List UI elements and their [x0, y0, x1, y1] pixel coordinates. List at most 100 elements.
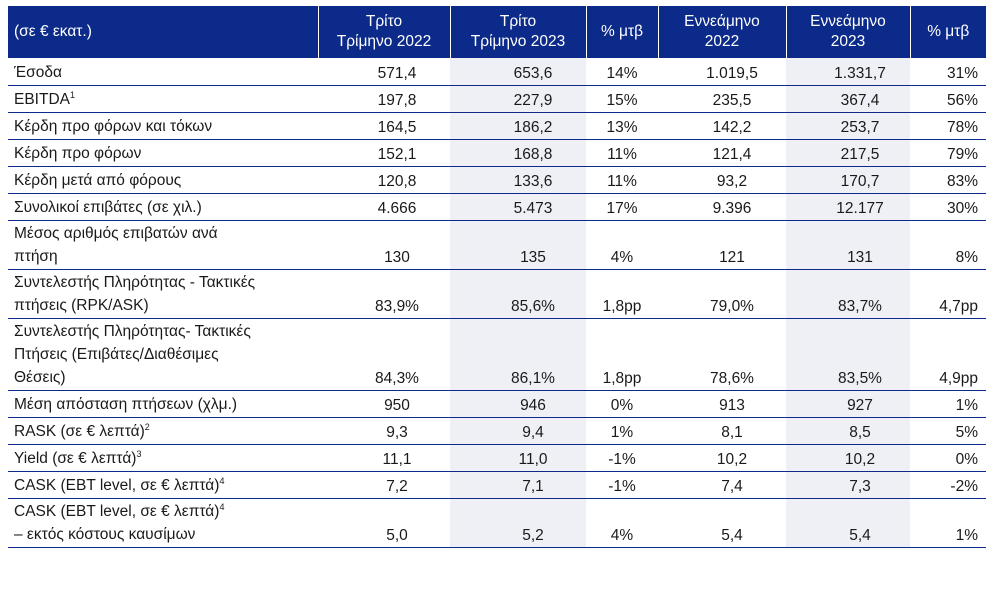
cell-9m-2022: 121,4	[658, 139, 786, 167]
header-q3-2022: Τρίτο Τρίμηνο 2022	[318, 6, 451, 58]
cell-yoy-9m: 30%	[910, 193, 986, 221]
cell-q3-2023: 86,1%	[450, 318, 586, 391]
table-row: Συντελεστής Πληρότητας- Τακτικές Πτήσεις …	[8, 318, 986, 391]
footnote-marker: 2	[144, 421, 150, 432]
header-units: (σε € εκατ.)	[8, 6, 319, 58]
cell-yoy-9m: 1%	[910, 390, 986, 418]
cell-9m-2022: 913	[658, 390, 786, 418]
cell-9m-2023: 8,5	[786, 417, 910, 445]
row-label-line: CASK (EBT level, σε € λεπτά)	[14, 502, 220, 520]
footnote-marker: 4	[219, 501, 225, 512]
row-label: Κέρδη μετά από φόρους	[8, 166, 318, 194]
cell-9m-2023: 170,7	[786, 166, 910, 194]
row-label-line: Έσοδα	[14, 63, 62, 81]
cell-yoy-quarter: 17%	[586, 193, 658, 221]
row-label-line: Θέσεις)	[14, 368, 66, 386]
row-label: Συντελεστής Πληρότητας- Τακτικές Πτήσεις …	[8, 318, 318, 391]
row-label: Έσοδα	[8, 58, 318, 86]
row-label: Κέρδη προ φόρων και τόκων	[8, 112, 318, 140]
cell-9m-2022: 79,0%	[658, 269, 786, 319]
cell-q3-2023: 168,8	[450, 139, 586, 167]
row-label-line: Συνολικοί επιβάτες (σε χιλ.)	[14, 198, 202, 216]
row-label-line: EBITDA	[14, 90, 70, 108]
cell-q3-2022: 152,1	[318, 139, 450, 167]
cell-yoy-9m: 78%	[910, 112, 986, 140]
cell-yoy-9m: 83%	[910, 166, 986, 194]
cell-q3-2023: 9,4	[450, 417, 586, 445]
cell-q3-2023: 5.473	[450, 193, 586, 221]
table-row: Μέσος αριθμός επιβατών ανά πτήση 130 135 4% 1…	[8, 220, 986, 270]
cell-yoy-quarter: -1%	[586, 444, 658, 472]
row-label-line: CASK (EBT level, σε € λεπτά)	[14, 476, 220, 494]
row-label-line: Κέρδη προ φόρων και τόκων	[14, 117, 213, 135]
cell-9m-2022: 78,6%	[658, 318, 786, 391]
cell-9m-2022: 9.396	[658, 193, 786, 221]
row-label-line: πτήση	[14, 247, 58, 265]
cell-9m-2022: 10,2	[658, 444, 786, 472]
cell-q3-2023: 5,2	[450, 498, 586, 548]
cell-yoy-quarter: 0%	[586, 390, 658, 418]
cell-9m-2023: 5,4	[786, 498, 910, 548]
cell-9m-2022: 5,4	[658, 498, 786, 548]
cell-9m-2022: 93,2	[658, 166, 786, 194]
cell-9m-2022: 7,4	[658, 471, 786, 499]
footnote-marker: 1	[69, 89, 75, 100]
cell-q3-2023: 133,6	[450, 166, 586, 194]
cell-yoy-9m: 4,9pp	[910, 318, 986, 391]
cell-q3-2023: 186,2	[450, 112, 586, 140]
cell-q3-2023: 7,1	[450, 471, 586, 499]
table-row: CASK (EBT level, σε € λεπτά)4 7,2 7,1 -1% 7,…	[8, 471, 986, 499]
financial-results-table: (σε € εκατ.) Τρίτο Τρίμηνο 2022 Τρίτο Τρίμ…	[8, 6, 986, 548]
footnote-marker: 4	[219, 475, 225, 486]
row-label: CASK (EBT level, σε € λεπτά)4	[8, 471, 318, 499]
cell-9m-2023: 253,7	[786, 112, 910, 140]
cell-yoy-quarter: 11%	[586, 166, 658, 194]
table-row: Κέρδη προ φόρων και τόκων 164,5 186,2 13% 14…	[8, 112, 986, 140]
table-row: EBITDA1 197,8 227,9 15% 235,5 367,4 56%	[8, 85, 986, 113]
row-label-line: Μέση απόσταση πτήσεων (χλμ.)	[14, 395, 238, 413]
cell-q3-2023: 135	[450, 220, 586, 270]
cell-9m-2023: 83,7%	[786, 269, 910, 319]
row-label-line: Κέρδη προ φόρων	[14, 144, 142, 162]
cell-yoy-9m: 31%	[910, 58, 986, 86]
header-yoy-9m: % μτβ	[910, 6, 986, 58]
cell-9m-2023: 83,5%	[786, 318, 910, 391]
table-row: Συντελεστής Πληρότητας - Τακτικές πτήσεις…	[8, 269, 986, 319]
row-label-line: Πτήσεις (Επιβάτες/Διαθέσιμες	[14, 345, 219, 363]
cell-yoy-quarter: -1%	[586, 471, 658, 499]
cell-9m-2022: 142,2	[658, 112, 786, 140]
table-row: RASK (σε € λεπτά)2 9,3 9,4 1% 8,1 8,5 5%	[8, 417, 986, 445]
table-row: Έσοδα 571,4 653,6 14% 1.019,5 1.331,7 31%	[8, 58, 986, 86]
cell-q3-2022: 7,2	[318, 471, 450, 499]
row-label: CASK (EBT level, σε € λεπτά)4 – εκτός κόσ…	[8, 498, 318, 548]
table-row: Μέση απόσταση πτήσεων (χλμ.) 950 946 0% 913 9…	[8, 390, 986, 418]
cell-9m-2022: 1.019,5	[658, 58, 786, 86]
cell-9m-2023: 131	[786, 220, 910, 270]
cell-9m-2023: 217,5	[786, 139, 910, 167]
header-yoy-quarter: % μτβ	[586, 6, 659, 58]
cell-yoy-quarter: 11%	[586, 139, 658, 167]
row-label: Yield (σε € λεπτά)3	[8, 444, 318, 472]
row-label: Μέση απόσταση πτήσεων (χλμ.)	[8, 390, 318, 418]
cell-q3-2022: 197,8	[318, 85, 450, 113]
cell-yoy-9m: 79%	[910, 139, 986, 167]
cell-q3-2023: 653,6	[450, 58, 586, 86]
cell-yoy-9m: 0%	[910, 444, 986, 472]
table-row: Yield (σε € λεπτά)3 11,1 11,0 -1% 10,2 10,2 0%	[8, 444, 986, 472]
cell-yoy-9m: 5%	[910, 417, 986, 445]
table-row: Συνολικοί επιβάτες (σε χιλ.) 4.666 5.473 17…	[8, 193, 986, 221]
table-row: CASK (EBT level, σε € λεπτά)4 – εκτός κόσ…	[8, 498, 986, 548]
cell-9m-2023: 1.331,7	[786, 58, 910, 86]
cell-q3-2022: 4.666	[318, 193, 450, 221]
header-q3-2023: Τρίτο Τρίμηνο 2023	[450, 6, 587, 58]
cell-yoy-9m: 4,7pp	[910, 269, 986, 319]
row-label: RASK (σε € λεπτά)2	[8, 417, 318, 445]
row-label-line: RASK (σε € λεπτά)	[14, 422, 145, 440]
cell-yoy-9m: -2%	[910, 471, 986, 499]
cell-yoy-quarter: 4%	[586, 498, 658, 548]
row-label-line: Συντελεστής Πληρότητας- Τακτικές	[14, 322, 251, 340]
cell-yoy-quarter: 14%	[586, 58, 658, 86]
row-label: Συντελεστής Πληρότητας - Τακτικές πτήσεις…	[8, 269, 318, 319]
cell-q3-2022: 130	[318, 220, 450, 270]
table-row: Κέρδη προ φόρων 152,1 168,8 11% 121,4 217,5 79…	[8, 139, 986, 167]
